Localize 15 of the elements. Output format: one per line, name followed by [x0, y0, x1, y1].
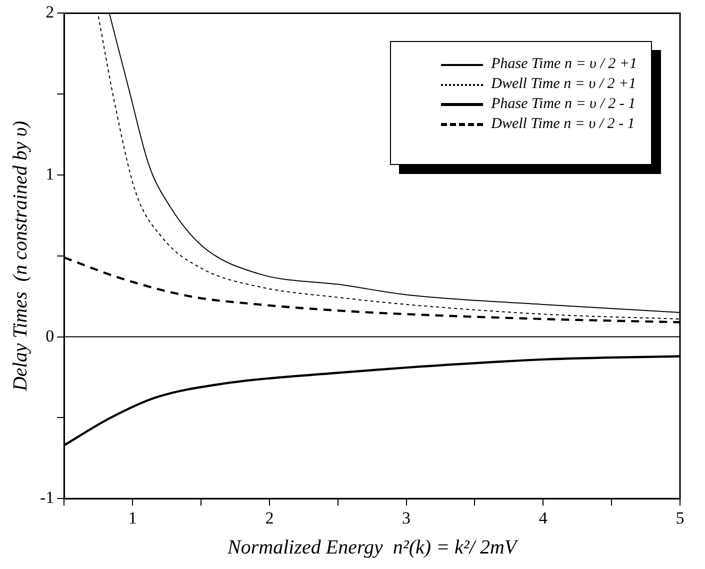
- x-tick-label: 5: [676, 508, 684, 528]
- y-axis-title: Delay Times (n constrained by υ): [9, 120, 32, 392]
- legend-label: Phase Time n = υ / 2 - 1: [491, 96, 636, 112]
- x-tick-label: 4: [538, 508, 548, 528]
- y-tick-label: 1: [46, 164, 54, 184]
- y-tick-label: -1: [40, 488, 54, 508]
- y-tick-label: 2: [46, 2, 54, 22]
- x-tick-label: 1: [128, 508, 137, 528]
- x-tick-label: 2: [265, 508, 274, 528]
- x-axis-title: Normalized Energy n²(k) = k²/ 2mV: [226, 536, 520, 558]
- legend-label: Dwell Time n = υ / 2 +1: [491, 76, 636, 92]
- x-tick-label: 3: [402, 508, 411, 528]
- y-tick-label: 0: [46, 326, 54, 346]
- legend-label: Dwell Time n = υ / 2 - 1: [491, 116, 635, 132]
- legend-label: Phase Time n = υ / 2 +1: [491, 56, 637, 72]
